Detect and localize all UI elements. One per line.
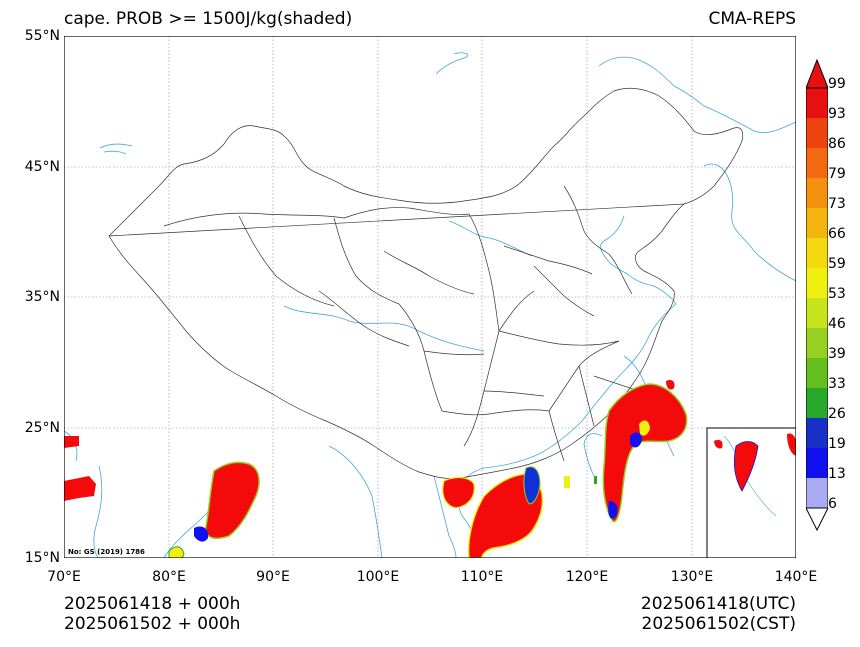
colorbar-label-26: 26 [828, 406, 846, 422]
colorbar-label-99: 99 [828, 76, 846, 92]
coastlines [64, 52, 796, 558]
review-number: No: GS (2019) 1786 [68, 548, 145, 556]
valid-time-cst: 2025061502(CST) [641, 614, 796, 634]
colorbar-label-13: 13 [828, 466, 846, 482]
colorbar-label-46: 46 [828, 316, 846, 332]
forecast-time-left: 2025061418 + 000h 2025061502 + 000h [64, 594, 240, 634]
lon-label-70: 70°E [47, 569, 81, 585]
lon-label-100: 100°E [356, 569, 400, 585]
colorbar-label-33: 33 [828, 376, 846, 392]
colorbar-label-73: 73 [828, 196, 846, 212]
colorbar-label-6: 6 [828, 496, 837, 512]
valid-time-utc: 2025061418(UTC) [640, 594, 796, 614]
lon-label-120: 120°E [565, 569, 609, 585]
lat-label-55: 55°N [24, 28, 60, 44]
init-time-cst: 2025061502 + 000h [64, 614, 241, 634]
init-time-utc: 2025061418 + 000h [64, 594, 241, 614]
colorbar-label-53: 53 [828, 286, 846, 302]
colorbar-label-93: 93 [828, 106, 846, 122]
colorbar [806, 58, 828, 532]
lon-label-80: 80°E [152, 569, 186, 585]
lon-label-130: 130°E [670, 569, 714, 585]
lon-label-110: 110°E [460, 569, 504, 585]
colorbar-label-19: 19 [828, 436, 846, 452]
lon-label-90: 90°E [256, 569, 290, 585]
lat-label-45: 45°N [24, 159, 60, 175]
forecast-time-right: 2025061418(UTC) 2025061502(CST) [641, 594, 796, 634]
cape-probability-shading [64, 379, 688, 558]
map-title: cape. PROB >= 1500J/kg(shaded) [64, 9, 353, 29]
lat-label-35: 35°N [24, 289, 60, 305]
colorbar-label-66: 66 [828, 226, 846, 242]
colorbar-label-79: 79 [828, 166, 846, 182]
map-area [64, 36, 796, 558]
map-canvas [64, 36, 796, 558]
colorbar-label-59: 59 [828, 256, 846, 272]
lat-label-25: 25°N [24, 420, 60, 436]
colorbar-label-39: 39 [828, 346, 846, 362]
model-name: CMA-REPS [708, 9, 796, 29]
lat-label-15: 15°N [24, 550, 60, 566]
province-borders [108, 87, 744, 479]
colorbar-label-86: 86 [828, 136, 846, 152]
lon-label-140: 140°E [774, 569, 818, 585]
